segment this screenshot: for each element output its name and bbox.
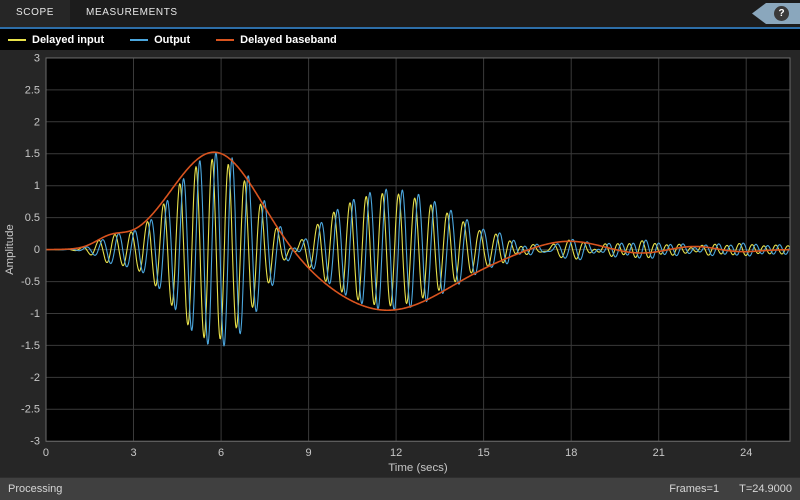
legend-label: Delayed input: [32, 33, 105, 46]
scope-plot: 0 3 6 9 12 15 18 21 24 -3 -2.5 -2 -1.5 -1 -0.5 0 0.5 1 1.5…: [4, 52, 791, 474]
x-axis-label: Time (secs): [388, 462, 448, 474]
svg-text:9: 9: [306, 447, 312, 459]
svg-text:3: 3: [130, 447, 136, 459]
status-frames: Frames=1: [669, 483, 720, 495]
svg-text:21: 21: [653, 447, 665, 459]
help-button[interactable]: ?: [774, 6, 789, 21]
legend-label: Delayed baseband: [240, 33, 337, 46]
svg-text:3: 3: [34, 52, 40, 64]
svg-text:0: 0: [43, 447, 49, 459]
legend-item-delayed-baseband[interactable]: Delayed baseband: [216, 34, 337, 46]
help-ribbon: ?: [752, 3, 800, 24]
tab-measurements[interactable]: MEASUREMENTS: [86, 7, 178, 18]
y-axis-label: Amplitude: [4, 224, 16, 275]
svg-text:0: 0: [34, 244, 40, 256]
svg-text:24: 24: [740, 447, 752, 459]
svg-text:1: 1: [34, 180, 40, 192]
status-time: T=24.9000: [739, 483, 792, 495]
status-processing: Processing: [8, 483, 63, 495]
tick-labels: 0 3 6 9 12 15 18 21 24 -3 -2.5 -2 -1.5 -1 -0.5 0 0.5 1 1.5…: [21, 52, 752, 459]
legend-swatch: [216, 38, 235, 41]
legend-swatch: [130, 38, 149, 41]
legend-label: Output: [154, 33, 191, 46]
svg-text:-2.5: -2.5: [21, 404, 40, 416]
legend: Delayed input Output Delayed baseband: [0, 29, 800, 50]
svg-text:1.5: 1.5: [25, 148, 40, 160]
svg-text:-1.5: -1.5: [21, 340, 40, 352]
svg-text:2.5: 2.5: [25, 84, 40, 96]
svg-text:12: 12: [390, 447, 402, 459]
tab-scope[interactable]: SCOPE: [0, 0, 71, 27]
svg-text:2: 2: [34, 116, 40, 128]
legend-swatch: [8, 38, 26, 41]
svg-text:6: 6: [218, 447, 224, 459]
series-delayed-input-line: [45, 158, 791, 340]
series-output-line: [46, 151, 791, 347]
svg-text:-3: -3: [30, 436, 40, 448]
legend-item-output[interactable]: Output: [130, 34, 190, 46]
svg-text:-1: -1: [30, 308, 40, 320]
svg-text:0.5: 0.5: [25, 212, 40, 224]
axes-border: [45, 57, 791, 442]
toolbar: SCOPE MEASUREMENTS ?: [0, 0, 800, 29]
svg-text:18: 18: [565, 447, 577, 459]
svg-text:-0.5: -0.5: [21, 276, 40, 288]
legend-item-delayed-input[interactable]: Delayed input: [8, 34, 104, 46]
svg-text:-2: -2: [30, 372, 40, 384]
svg-text:15: 15: [477, 447, 489, 459]
statusbar: Processing Frames=1 T=24.9000: [0, 477, 800, 500]
plot-area: 0 3 6 9 12 15 18 21 24 -3 -2.5 -2 -1.5 -1 -0.5 0 0.5 1 1.5…: [0, 50, 800, 477]
help-icon: ?: [778, 8, 785, 19]
series-delayed-baseband-line: [45, 151, 791, 312]
